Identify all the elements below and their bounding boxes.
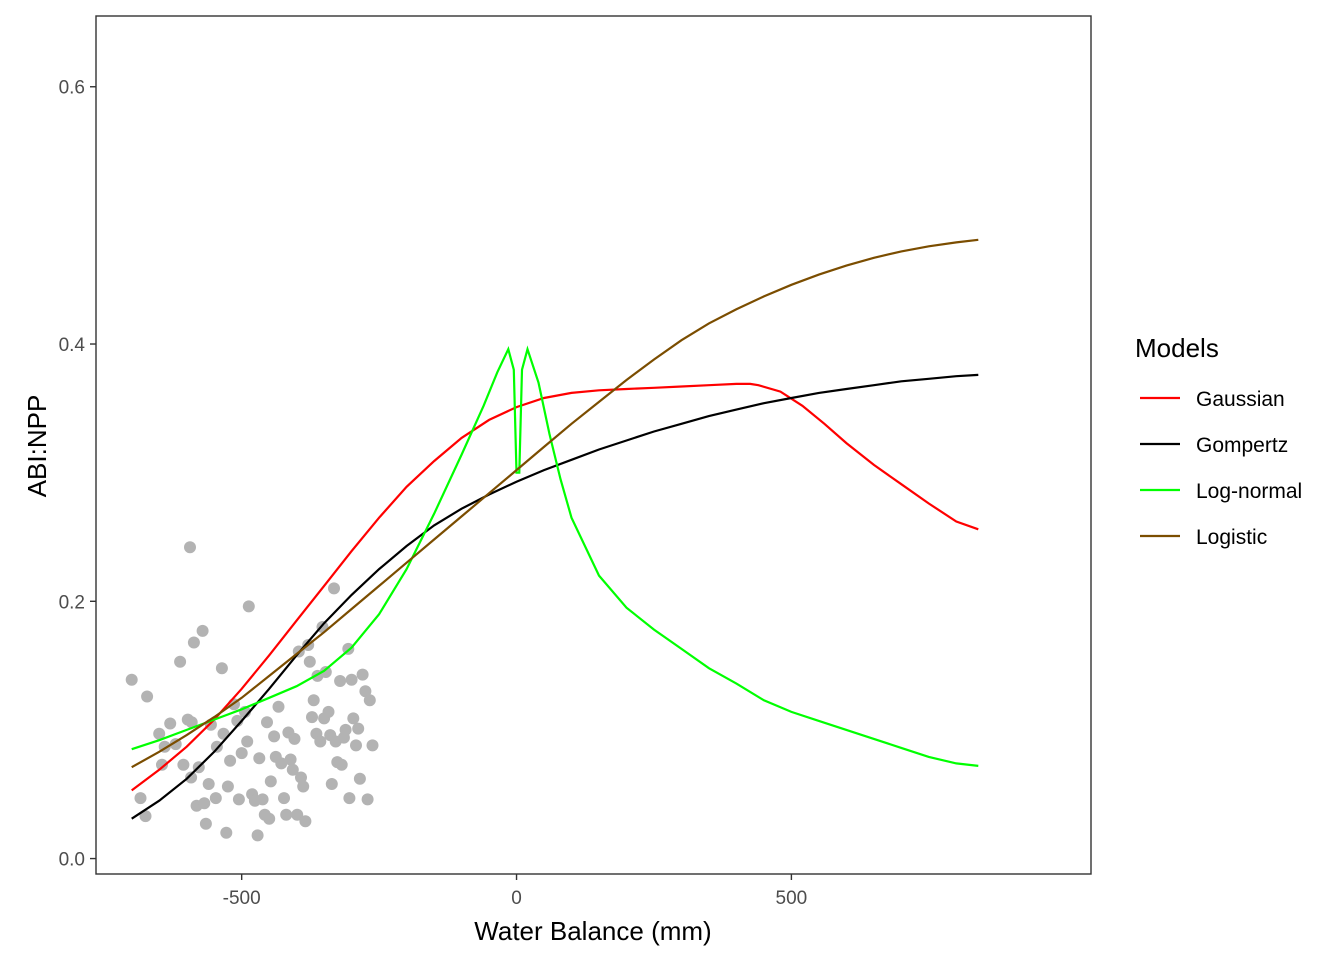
data-point — [345, 673, 358, 686]
data-point — [284, 753, 297, 766]
data-point — [286, 763, 299, 776]
legend-label-gompertz: Gompertz — [1196, 434, 1288, 457]
data-point — [251, 829, 264, 842]
data-point — [291, 808, 304, 821]
data-point — [334, 675, 347, 687]
data-point — [134, 792, 147, 805]
x-tick-label: 0 — [511, 888, 522, 909]
series-line-gaussian — [131, 382, 979, 792]
y-tick-label: 0.6 — [59, 78, 85, 99]
data-point — [328, 582, 340, 595]
data-point — [359, 685, 372, 698]
data-point — [235, 747, 248, 760]
data-point — [198, 797, 211, 810]
data-point — [306, 711, 318, 724]
x-axis-title: Water Balance (mm) — [474, 916, 711, 946]
data-point — [280, 808, 293, 821]
data-point — [335, 758, 348, 771]
data-point — [141, 690, 154, 703]
data-point — [215, 662, 228, 675]
data-point — [187, 636, 200, 649]
data-point — [325, 778, 338, 790]
data-point — [256, 793, 269, 806]
legend-label-log-normal: Log-normal — [1196, 480, 1302, 503]
x-tick-label: -500 — [223, 888, 261, 909]
data-point — [319, 666, 332, 678]
y-axis-title: ABI:NPP — [22, 395, 52, 498]
plot-border — [95, 15, 1092, 875]
y-tick-label: 0.0 — [59, 850, 85, 871]
plot-area: -500 0 500 0.0 0.2 0.4 0.6 — [59, 15, 1092, 909]
data-point — [353, 772, 366, 785]
data-point — [303, 655, 316, 668]
data-point — [356, 668, 369, 681]
data-point — [264, 775, 277, 788]
data-point — [295, 771, 307, 784]
data-point — [350, 739, 362, 752]
data-point — [352, 722, 365, 735]
data-point — [363, 694, 376, 707]
data-point — [156, 758, 168, 771]
data-point — [268, 730, 281, 743]
data-point — [261, 716, 273, 729]
data-point — [253, 752, 266, 765]
data-point — [241, 735, 254, 748]
data-point — [221, 780, 234, 793]
data-point — [220, 826, 233, 839]
data-point — [184, 541, 196, 554]
data-point — [272, 700, 285, 713]
data-point — [139, 810, 152, 823]
data-point — [177, 758, 190, 771]
data-point — [297, 780, 310, 793]
data-point — [209, 792, 222, 805]
legend-label-logistic: Logistic — [1196, 526, 1267, 549]
data-point — [366, 739, 379, 752]
data-point — [196, 624, 209, 637]
data-point — [322, 705, 335, 718]
data-point — [153, 727, 166, 740]
legend-label-gaussian: Gaussian — [1196, 388, 1285, 411]
y-tick-label: 0.2 — [59, 592, 85, 613]
series-line-logistic — [131, 238, 979, 769]
data-point — [299, 815, 312, 828]
data-point — [275, 757, 288, 770]
data-point — [202, 778, 215, 790]
data-point — [263, 812, 276, 825]
data-point — [347, 712, 360, 725]
y-tick-label: 0.4 — [59, 335, 86, 356]
data-point — [242, 600, 255, 613]
data-point — [224, 754, 237, 767]
data-point — [164, 717, 177, 730]
data-point — [314, 735, 327, 748]
data-point — [125, 673, 138, 686]
data-point — [232, 793, 245, 806]
data-point — [185, 771, 198, 784]
data-point — [343, 792, 356, 805]
data-point — [288, 732, 301, 745]
data-point — [278, 792, 290, 805]
data-point — [174, 655, 187, 668]
legend-title: Models — [1135, 333, 1219, 363]
x-tick-label: 500 — [776, 888, 808, 909]
data-point — [185, 716, 198, 729]
data-point — [307, 694, 320, 707]
data-point — [361, 793, 374, 806]
data-point — [339, 723, 352, 736]
legend: Models Gaussian Gompertz Log-normal Logisti… — [1135, 333, 1302, 549]
data-point — [210, 740, 223, 753]
series-line-log-normal — [131, 345, 979, 767]
data-point — [199, 817, 212, 830]
